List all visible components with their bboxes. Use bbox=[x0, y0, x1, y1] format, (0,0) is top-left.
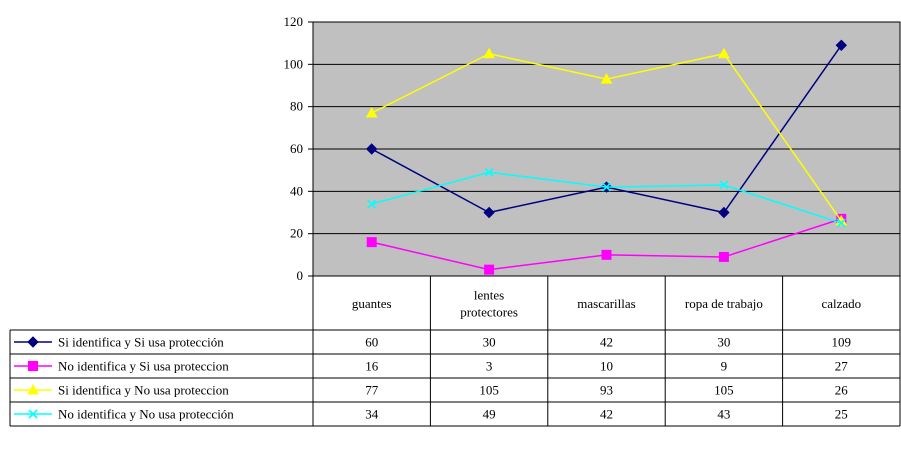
data-point bbox=[483, 47, 495, 59]
legend-label: No identifica y Si usa proteccion bbox=[58, 359, 229, 374]
data-point bbox=[601, 182, 612, 192]
category-label: protectores bbox=[460, 305, 518, 320]
category-label: calzado bbox=[821, 296, 861, 311]
data-point bbox=[600, 73, 613, 84]
data-label: 3 bbox=[486, 359, 493, 374]
data-point bbox=[719, 180, 729, 190]
data-point bbox=[718, 47, 730, 59]
legend-label: Si identifica y Si usa protección bbox=[58, 335, 224, 350]
data-point bbox=[365, 143, 378, 155]
data-label: 34 bbox=[365, 407, 379, 422]
data-label: 30 bbox=[717, 335, 730, 350]
legend-marker bbox=[27, 383, 39, 395]
data-point bbox=[367, 199, 377, 209]
data-label: 16 bbox=[365, 359, 379, 374]
data-label: 9 bbox=[721, 359, 728, 374]
legend-label: Si identifica y No usa proteccion bbox=[58, 383, 229, 398]
data-label: 93 bbox=[600, 383, 613, 398]
y-tick-label: 80 bbox=[290, 99, 303, 114]
data-point bbox=[365, 106, 378, 118]
data-point bbox=[366, 237, 377, 248]
y-tick-label: 120 bbox=[284, 14, 304, 29]
data-label: 105 bbox=[479, 383, 499, 398]
data-point bbox=[718, 251, 729, 262]
data-label: 43 bbox=[717, 407, 730, 422]
data-label: 42 bbox=[600, 407, 613, 422]
data-label: 60 bbox=[365, 335, 378, 350]
data-point bbox=[484, 264, 495, 275]
category-label: guantes bbox=[352, 296, 392, 311]
data-point bbox=[718, 206, 730, 219]
y-tick-label: 20 bbox=[290, 226, 303, 241]
legend-label: No identifica y No usa protección bbox=[58, 407, 234, 422]
data-point bbox=[835, 39, 848, 51]
data-label: 49 bbox=[483, 407, 496, 422]
y-tick-label: 0 bbox=[297, 268, 304, 283]
data-label: 42 bbox=[600, 335, 613, 350]
y-tick-label: 60 bbox=[290, 141, 303, 156]
y-tick-label: 100 bbox=[284, 56, 304, 71]
category-label: lentes bbox=[474, 288, 504, 303]
y-tick-label: 40 bbox=[290, 183, 303, 198]
data-label: 30 bbox=[483, 335, 496, 350]
data-label: 25 bbox=[835, 407, 848, 422]
data-label: 105 bbox=[714, 383, 734, 398]
legend-marker bbox=[28, 361, 38, 371]
category-label: mascarillas bbox=[577, 296, 635, 311]
data-label: 27 bbox=[835, 359, 849, 374]
legend-marker bbox=[28, 409, 38, 419]
data-point bbox=[601, 249, 612, 260]
data-point bbox=[836, 218, 846, 228]
data-point bbox=[483, 206, 495, 219]
data-point bbox=[484, 167, 494, 177]
data-label: 26 bbox=[835, 383, 849, 398]
data-label: 77 bbox=[365, 383, 379, 398]
category-label: ropa de trabajo bbox=[685, 296, 763, 311]
legend-marker bbox=[27, 336, 39, 348]
data-label: 109 bbox=[832, 335, 852, 350]
data-label: 10 bbox=[600, 359, 613, 374]
